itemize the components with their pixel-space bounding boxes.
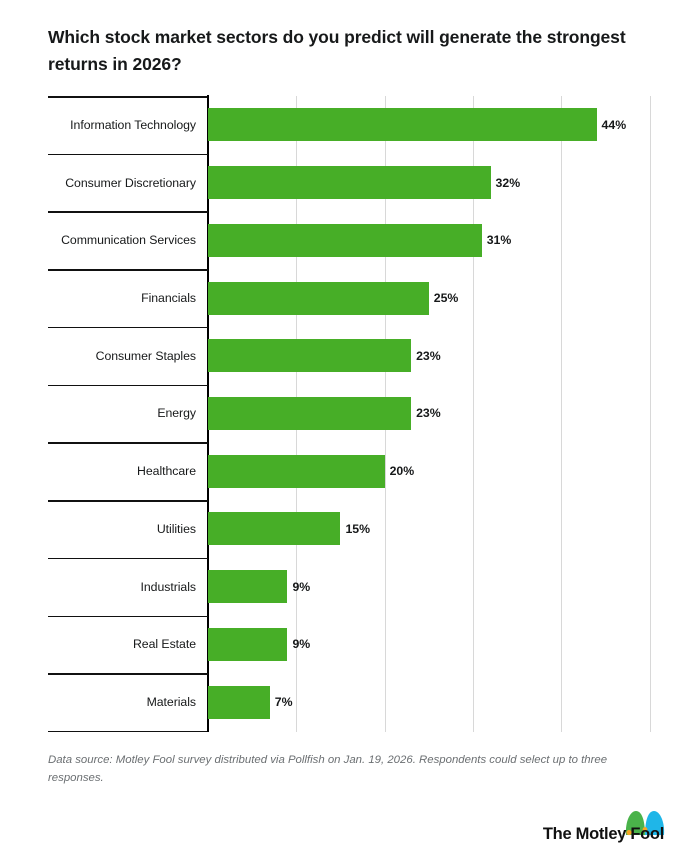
bar[interactable] — [208, 512, 341, 546]
bar[interactable] — [208, 570, 288, 604]
row-separator — [48, 326, 208, 329]
bar-row[interactable]: Utilities 15% — [48, 500, 648, 558]
bar-row[interactable]: Communication Services 31% — [48, 211, 648, 269]
row-separator — [48, 153, 208, 156]
bar-track: 15% — [208, 500, 648, 558]
row-separator — [48, 442, 208, 444]
bar-row[interactable]: Healthcare 20% — [48, 442, 648, 500]
bar[interactable] — [208, 281, 429, 315]
bar-track: 23% — [208, 327, 648, 385]
row-separator — [48, 557, 208, 560]
category-label: Consumer Discretionary — [65, 175, 196, 190]
category-label: Financials — [141, 291, 196, 306]
bar-value-label: 32% — [495, 175, 521, 190]
bar-row[interactable]: Industrials 9% — [48, 557, 648, 616]
bar-value-label: 15% — [345, 521, 371, 536]
bar-row[interactable]: Information Technology 44% — [48, 96, 648, 154]
bar-track: 32% — [208, 154, 648, 212]
bar-value-label: 31% — [486, 233, 512, 248]
category-label: Energy — [157, 406, 196, 421]
bar-value-label: 25% — [433, 291, 459, 306]
row-separator — [48, 673, 208, 675]
row-separator — [48, 211, 208, 213]
page-title: Which stock market sectors do you predic… — [48, 27, 626, 74]
bar[interactable] — [208, 108, 597, 142]
category-label: Industrials — [140, 579, 197, 594]
bar-value-label: 23% — [416, 348, 441, 363]
bar-value-label: 20% — [389, 464, 415, 479]
bar-track: 20% — [208, 442, 648, 500]
bar-row[interactable]: Materials 7% — [48, 673, 648, 731]
bar-rows: Information Technology 44% Consumer Discre… — [48, 96, 648, 732]
bar-row[interactable]: Real Estate 9% — [48, 615, 648, 674]
category-label: Real Estate — [132, 637, 196, 652]
category-label: Healthcare — [137, 464, 196, 479]
bar[interactable] — [208, 339, 412, 373]
category-label: Communication Services — [61, 233, 196, 248]
bar-track: 7% — [208, 673, 648, 731]
bar[interactable] — [208, 223, 482, 257]
gridline-50 — [649, 96, 651, 732]
bar[interactable] — [208, 166, 491, 200]
category-label: Information Technology — [70, 117, 196, 132]
bar-value-label: 44% — [601, 117, 627, 132]
label-column-bottom-rule — [48, 730, 208, 732]
bar-row[interactable]: Consumer Discretionary 32% — [48, 153, 648, 212]
bar-track: 31% — [208, 211, 648, 269]
bar[interactable] — [208, 396, 412, 430]
bar-track: 25% — [208, 269, 648, 327]
motley-fool-logo: The Motley Fool — [543, 806, 664, 844]
row-separator — [48, 269, 208, 271]
label-column-top-rule — [48, 96, 208, 98]
category-label: Consumer Staples — [95, 348, 196, 363]
bar[interactable] — [208, 685, 270, 719]
bar-track: 23% — [208, 385, 648, 443]
row-separator — [48, 500, 208, 502]
bar-row[interactable]: Energy 23% — [48, 384, 648, 443]
category-label: Materials — [146, 695, 196, 710]
bar-row[interactable]: Financials 25% — [48, 269, 648, 327]
bar-track: 44% — [208, 96, 648, 154]
bar-value-label: 23% — [416, 406, 441, 421]
bar-row[interactable]: Consumer Staples 23% — [48, 326, 648, 385]
row-separator — [48, 615, 208, 618]
bar-track: 9% — [208, 616, 648, 674]
category-label: Utilities — [156, 521, 196, 536]
chart-plot-area: Information Technology 44% Consumer Discre… — [48, 95, 651, 732]
row-separator — [48, 384, 208, 387]
bar-value-label: 9% — [292, 637, 311, 652]
bar-value-label: 7% — [274, 695, 293, 710]
bar-value-label: 9% — [292, 579, 311, 594]
jester-hat-icon — [625, 811, 665, 836]
logo-wordmark: The Motley Fool — [542, 825, 664, 843]
bar-track: 9% — [208, 558, 648, 616]
bar[interactable] — [208, 454, 385, 488]
data-source-footnote: Data source: Motley Fool survey distribu… — [48, 754, 608, 784]
bar[interactable] — [208, 627, 288, 661]
